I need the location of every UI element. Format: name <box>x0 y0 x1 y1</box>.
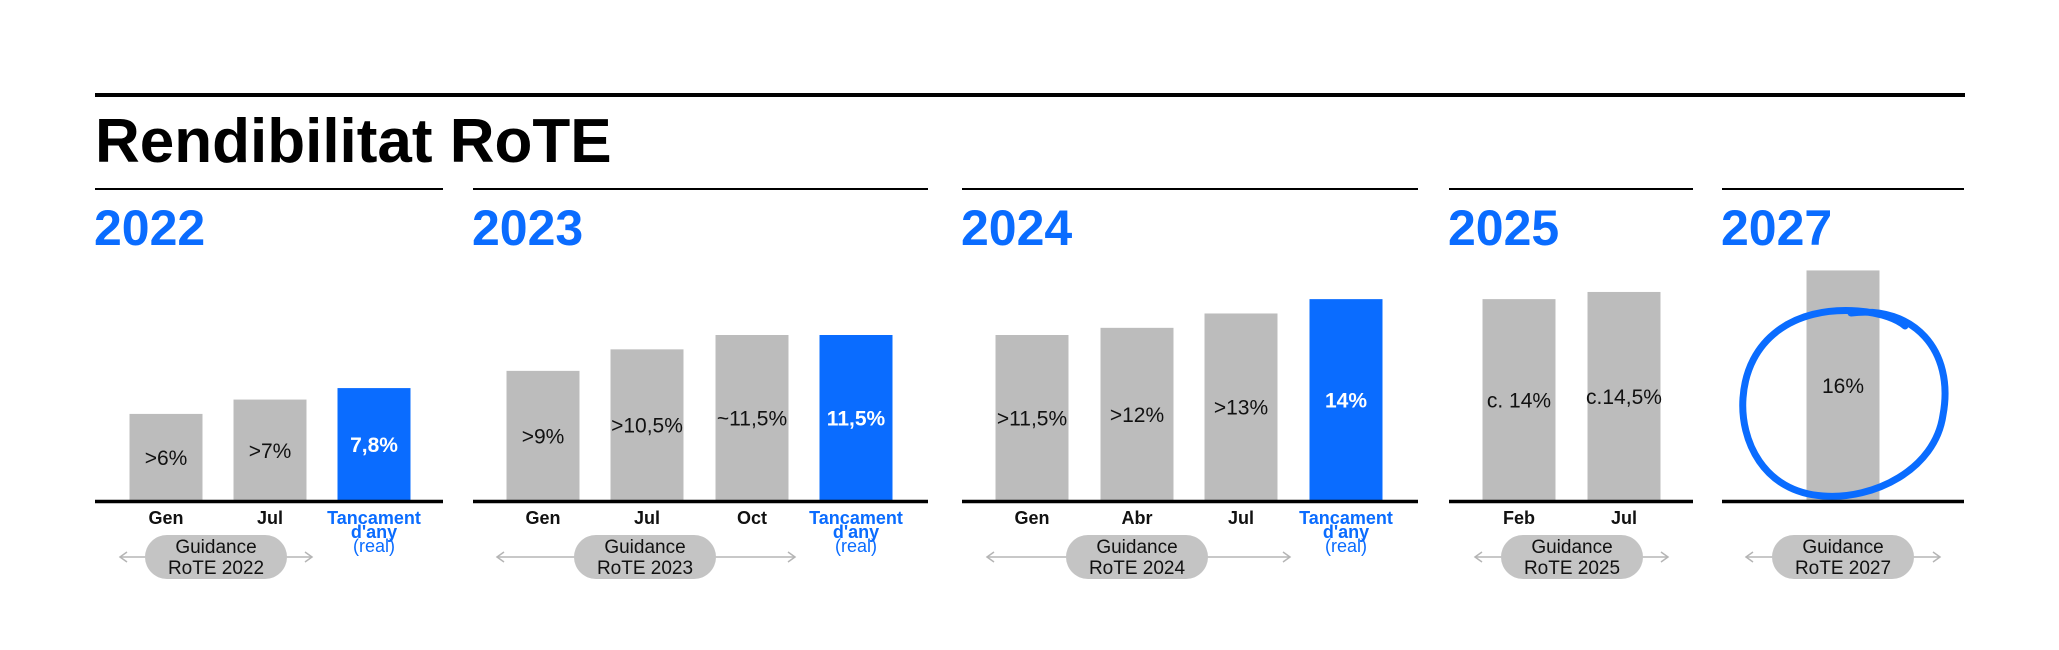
data-label: >9% <box>522 425 565 448</box>
data-label: >12% <box>1110 404 1164 427</box>
guidance-pill <box>1501 535 1643 579</box>
arrow-head-right <box>787 551 797 563</box>
bar <box>1204 313 1278 500</box>
data-label: >6% <box>145 447 188 470</box>
guidance-pill-sublabel: RoTE 2023 <box>597 558 693 579</box>
arrow-head-left <box>1473 551 1483 563</box>
category-label: Tancament <box>809 508 903 528</box>
year-heading: 2024 <box>961 200 1072 256</box>
bar <box>1482 299 1556 500</box>
bar <box>233 399 307 500</box>
panel-2024: 2024 >11,5% >12% >13% 14% Gen Abr Jul Tancamentd… <box>961 188 1418 579</box>
guidance-pill-label: Guidance <box>1096 537 1177 558</box>
category-label: Tancament <box>1299 508 1393 528</box>
bar <box>715 335 789 500</box>
category-label: Jul <box>1228 508 1254 528</box>
arrow-head-right <box>1660 551 1670 563</box>
bar <box>506 370 580 500</box>
panel-2022: 2022 >6% >7% 7,8% Gen Jul Tancamentd'any(real)… <box>94 188 443 579</box>
arrow-head-right <box>1932 551 1942 563</box>
bar <box>610 349 684 500</box>
data-label: >11,5% <box>997 408 1067 431</box>
category-label: d'any <box>1323 522 1369 542</box>
bar <box>1587 291 1661 500</box>
category-label: Gen <box>148 508 183 528</box>
data-label: 7,8% <box>350 434 398 457</box>
category-label: Oct <box>737 508 767 528</box>
arrow-head-left <box>985 551 995 563</box>
guidance-pill <box>574 535 716 579</box>
category-label: Abr <box>1122 508 1153 528</box>
category-label: d'any <box>351 522 397 542</box>
guidance-pill-label: Guidance <box>604 537 685 558</box>
data-label: c. 14% <box>1487 390 1551 413</box>
guidance-pill-label: Guidance <box>175 537 256 558</box>
panel-2023: 2023 >9% >10,5% ~11,5% 11,5% Gen Jul Oct Tancame… <box>472 188 928 579</box>
guidance-pill <box>145 535 287 579</box>
arrow-head-left <box>1744 551 1754 563</box>
year-heading: 2022 <box>94 200 205 256</box>
arrow-head-right <box>304 551 314 563</box>
guidance-pill <box>1066 535 1208 579</box>
category-label: (real) <box>353 536 395 556</box>
data-label: c.14,5% <box>1586 386 1662 409</box>
category-label: Feb <box>1503 508 1535 528</box>
arrow-head-left <box>118 551 128 563</box>
guidance-pill-sublabel: RoTE 2024 <box>1089 558 1186 579</box>
data-label: >7% <box>249 440 292 463</box>
data-label: >10,5% <box>611 415 683 438</box>
year-heading: 2025 <box>1448 200 1559 256</box>
highlight-circle <box>1739 307 1949 500</box>
data-label: 16% <box>1822 375 1864 398</box>
data-label: ~11,5% <box>717 408 787 431</box>
guidance-pill-label: Guidance <box>1531 537 1612 558</box>
category-label: Gen <box>1014 508 1049 528</box>
data-label: 11,5% <box>827 408 886 431</box>
arrow-head-right <box>1282 551 1292 563</box>
year-heading: 2027 <box>1721 200 1832 256</box>
category-label: Jul <box>1611 508 1637 528</box>
category-label: Jul <box>634 508 660 528</box>
bar <box>995 335 1069 500</box>
category-label: (real) <box>835 536 877 556</box>
year-heading: 2023 <box>472 200 583 256</box>
bar <box>337 388 411 500</box>
guidance-pill-sublabel: RoTE 2025 <box>1524 558 1620 579</box>
data-label: >13% <box>1214 397 1268 420</box>
bar <box>819 335 893 500</box>
bar <box>1100 327 1174 500</box>
data-label: 14% <box>1325 390 1367 413</box>
guidance-pill-sublabel: RoTE 2027 <box>1795 558 1891 579</box>
bar <box>1309 299 1383 500</box>
guidance-pill-sublabel: RoTE 2022 <box>168 558 264 579</box>
category-label: (real) <box>1325 536 1367 556</box>
guidance-pill-label: Guidance <box>1802 537 1883 558</box>
category-label: d'any <box>833 522 879 542</box>
arrow-head-left <box>495 551 505 563</box>
page-title: Rendibilitat RoTE <box>95 107 612 176</box>
year-panels: 2022>6% >7% 7,8%Gen Jul Tancamentd'any(real)… <box>94 188 1964 579</box>
category-label: Jul <box>257 508 283 528</box>
category-label: Tancament <box>327 508 421 528</box>
guidance-pill <box>1772 535 1914 579</box>
bar <box>129 413 203 500</box>
category-label: Gen <box>525 508 560 528</box>
